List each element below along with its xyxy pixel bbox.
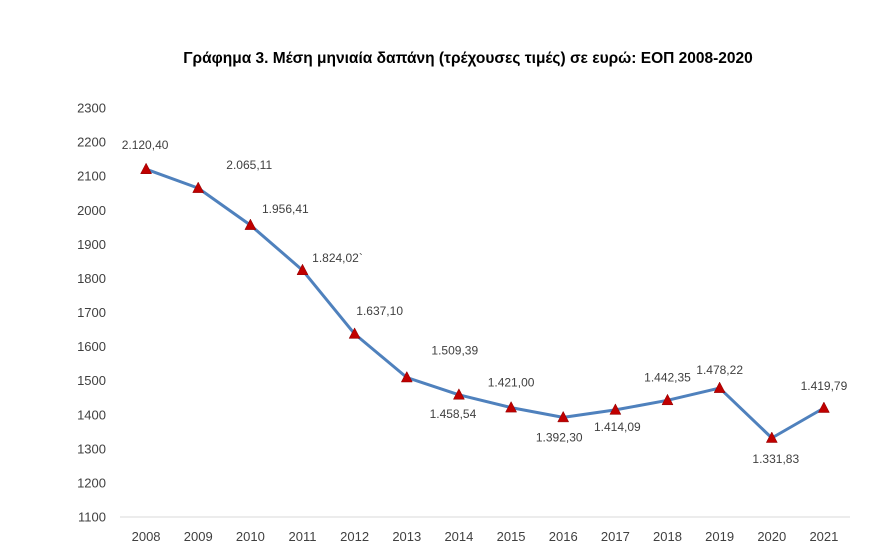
data-point-marker: [505, 401, 518, 413]
x-tick-label: 2012: [340, 529, 369, 544]
data-point-marker: [348, 327, 361, 339]
data-label: 2.065,11: [226, 158, 272, 172]
data-label: 1.509,39: [431, 343, 478, 357]
x-tick-label: 2015: [497, 529, 526, 544]
data-point-marker: [296, 263, 309, 275]
x-tick-label: 2008: [132, 529, 161, 544]
chart-title: Γράφημα 3. Μέση μηνιαία δαπάνη (τρέχουσε…: [183, 50, 753, 67]
data-label: 1.331,83: [752, 452, 799, 466]
x-tick-label: 2014: [444, 529, 473, 544]
data-label: 1.419,79: [801, 379, 848, 393]
y-tick-label: 1600: [77, 339, 106, 354]
data-point-marker: [400, 370, 413, 383]
y-tick-label: 2300: [77, 101, 106, 116]
data-point-marker: [557, 410, 570, 423]
x-tick-label: 2020: [757, 529, 786, 544]
data-label: 1.478,22: [696, 363, 743, 377]
y-tick-label: 1500: [77, 373, 106, 388]
data-point-marker: [817, 401, 830, 413]
x-tick-label: 2016: [549, 529, 578, 544]
data-label: 1.824,02`: [312, 251, 363, 265]
data-label: 1.392,30: [536, 430, 583, 444]
data-label: 1.458,54: [430, 407, 477, 421]
y-tick-label: 1300: [77, 441, 106, 456]
series-line: [145, 167, 825, 440]
y-tick-label: 2200: [77, 135, 106, 150]
data-point-marker: [192, 181, 205, 193]
y-tick-label: 1200: [77, 475, 106, 490]
data-label: 1.637,10: [356, 304, 403, 318]
data-point-marker: [713, 381, 726, 393]
y-tick-label: 2000: [77, 203, 106, 218]
x-tick-label: 2009: [184, 529, 213, 544]
y-tick-label: 1400: [77, 407, 106, 422]
data-point-marker: [609, 403, 622, 415]
data-label: 1.442,35: [644, 370, 691, 384]
x-tick-label: 2013: [392, 529, 421, 544]
y-tick-label: 1900: [77, 237, 106, 252]
y-tick-label: 1700: [77, 305, 106, 320]
x-tick-label: 2017: [601, 529, 630, 544]
data-point-marker: [244, 218, 257, 230]
data-label: 1.414,09: [594, 420, 641, 434]
y-tick-label: 1800: [77, 271, 106, 286]
data-point-marker: [452, 388, 465, 400]
data-label: 2.120,40: [122, 138, 169, 152]
x-tick-label: 2010: [236, 529, 265, 544]
x-tick-label: 2011: [289, 529, 317, 544]
x-tick-label: 2021: [809, 529, 838, 544]
x-tick-label: 2019: [705, 529, 734, 544]
y-tick-label: 2100: [77, 169, 106, 184]
data-point-marker: [765, 431, 778, 443]
data-label: 1.956,41: [262, 202, 309, 216]
data-label: 1.421,00: [488, 376, 535, 390]
x-tick-label: 2018: [653, 529, 682, 544]
y-tick-label: 1100: [78, 510, 106, 525]
data-point-marker: [140, 162, 153, 174]
data-point-marker: [661, 393, 674, 406]
